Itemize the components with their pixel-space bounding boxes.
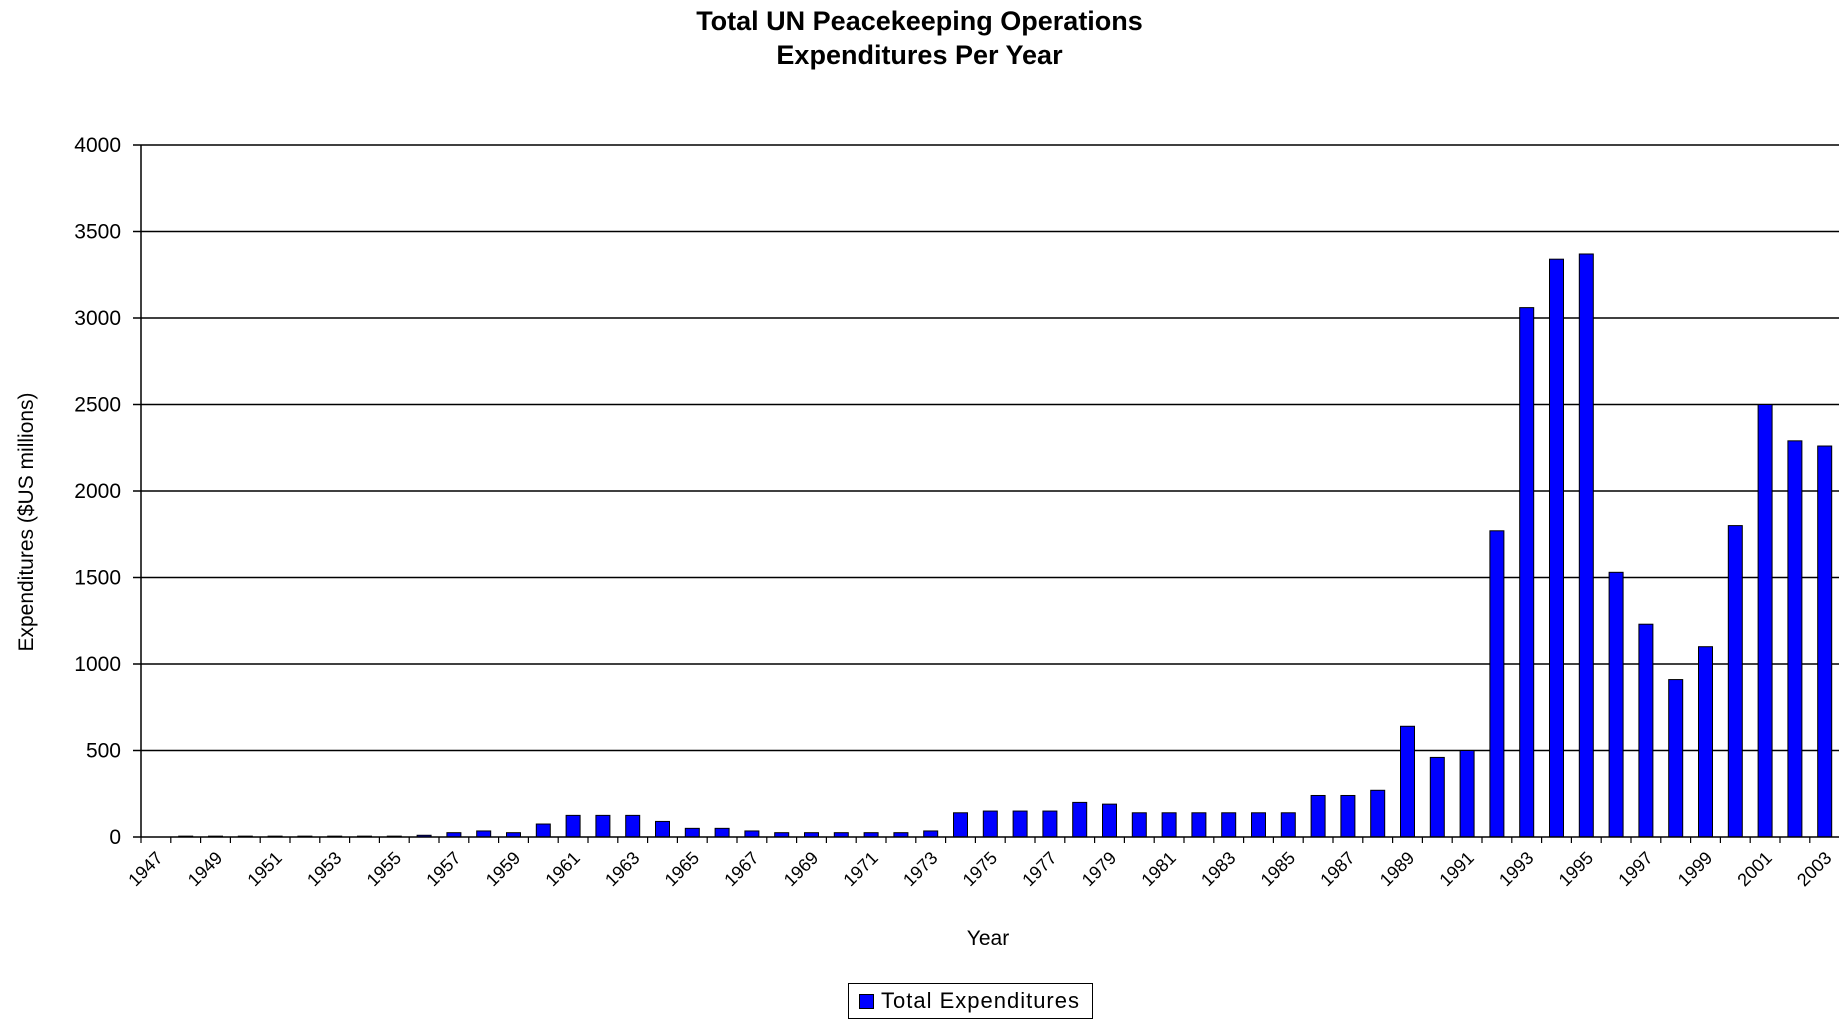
bar-1982 [1191,812,1207,838]
x-tick-label: 1963 [601,848,643,890]
x-tick-label: 1977 [1018,848,1060,890]
x-tick-label: 2001 [1733,848,1775,890]
x-tick-label: 1973 [899,848,941,890]
y-tick-label: 500 [86,740,121,763]
x-tick-label: 2003 [1793,848,1835,890]
bar-1998 [1668,679,1684,838]
bar-1988 [1370,789,1386,838]
y-tick-labels: 0 500 1000 1500 2000 2500 3000 3500 4000 [74,134,121,849]
bar-1990 [1429,756,1445,838]
bar-1973 [923,830,939,838]
chart-title-line-2: Expenditures Per Year [776,40,1063,70]
x-tick-labels: 1947 1949 1951 1953 1955 1957 1959 1961 1963 1965… [124,848,1835,890]
x-tick-label: 1955 [363,848,405,890]
chart-title: Total UN Peacekeeping Operations Expendi… [0,4,1839,72]
x-axis-label: Year [967,927,1009,950]
bar-2000 [1727,525,1743,838]
x-tick-label: 1969 [780,848,822,890]
bar-1983 [1221,812,1237,838]
chart-title-line-1: Total UN Peacekeeping Operations [696,6,1143,36]
bar-1999 [1698,646,1713,838]
x-tick-label: 1959 [482,848,524,890]
bar-1976 [1012,810,1028,838]
x-tick-label: 1965 [661,848,703,890]
legend-label: Total Expenditures [881,988,1080,1013]
bar-1985 [1280,812,1296,838]
x-tick-label: 1961 [541,848,583,890]
bar-1993 [1519,307,1535,838]
y-tick-label: 0 [109,826,121,849]
y-tick-label: 4000 [74,134,121,157]
bar-1978 [1072,801,1088,838]
x-tick-label: 1999 [1674,848,1716,890]
bar-1965 [684,827,700,838]
bar-1996 [1608,571,1624,838]
x-tick-label: 1995 [1555,848,1597,890]
bar-2002 [1787,440,1803,838]
x-tick-label: 1975 [959,848,1001,890]
x-tick-label: 1953 [303,848,345,890]
bar-1980 [1131,812,1147,838]
bar-1963 [625,814,641,838]
bar-1960 [535,823,551,838]
x-tick-label: 1979 [1078,848,1120,890]
x-tick-label: 1991 [1435,848,1477,890]
y-tick-label: 2000 [74,480,121,503]
bar-1979 [1102,803,1117,838]
x-tick-label: 1983 [1197,848,1239,890]
bar-1995 [1578,253,1594,838]
bar-1981 [1161,812,1177,838]
x-tick-label: 1981 [1137,848,1179,890]
x-tick-label: 1967 [720,848,762,890]
x-tick-label: 1997 [1614,848,1656,890]
y-axis-label: Expenditures ($US millions) [15,392,38,651]
y-tick-label: 3000 [74,307,121,330]
bar-1966 [714,827,730,838]
bar-1961 [565,814,581,838]
x-tick-label: 1949 [184,848,226,890]
bar-1977 [1042,810,1058,838]
bar-1989 [1400,725,1415,838]
y-tick-label: 1000 [74,653,121,676]
bar-1967 [744,830,760,838]
bar-1974 [953,812,968,838]
bar-2003 [1817,445,1833,838]
x-tick-label: 1947 [124,848,166,890]
x-tick-label: 1951 [243,848,285,890]
bar-1964 [655,820,670,838]
x-tick-label: 1971 [839,848,881,890]
legend-swatch [859,993,874,1009]
y-tick-label: 3500 [74,221,121,244]
bar-1984 [1251,812,1266,838]
bars [178,253,1833,838]
x-tick-label: 1989 [1376,848,1418,890]
bar-1975 [982,810,998,838]
y-tick-label: 2500 [74,394,121,417]
bar-2001 [1757,404,1773,838]
y-tick-label: 1500 [74,567,121,590]
axes [133,144,1839,843]
x-tick-label: 1957 [422,848,464,890]
bar-1962 [595,814,611,838]
x-tick-label: 1993 [1495,848,1537,890]
x-tick-label: 1987 [1316,848,1358,890]
x-tick-label: 1985 [1257,848,1299,890]
legend: Total Expenditures [848,983,1093,1019]
bar-1986 [1310,794,1326,838]
bar-1992 [1489,530,1505,838]
bar-1997 [1638,623,1654,838]
bar-1994 [1549,258,1564,838]
bar-1987 [1340,794,1356,838]
bar-1958 [476,830,492,838]
bar-1991 [1459,750,1475,838]
